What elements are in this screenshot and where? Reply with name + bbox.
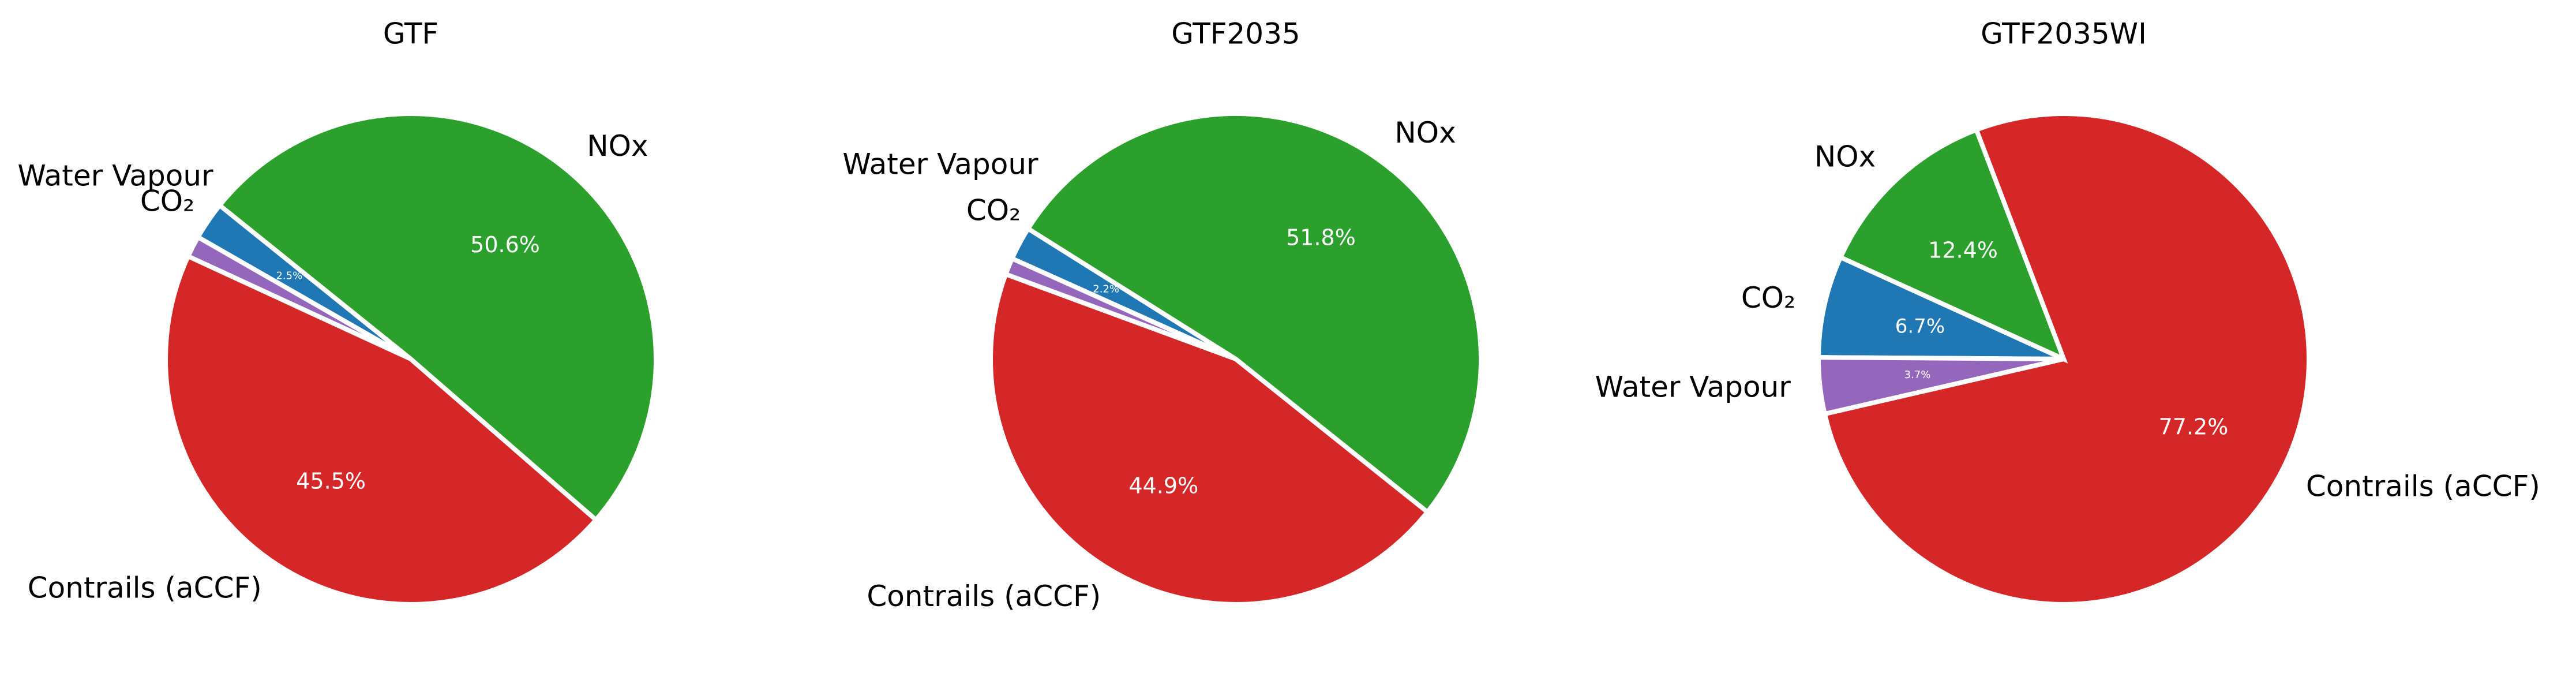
slice-label-water-vapour: Water Vapour <box>17 159 213 193</box>
slice-label-water-vapour: Water Vapour <box>842 148 1038 181</box>
slice-percent-co: 2.2% <box>1093 283 1119 296</box>
slice-label-nox: NOx <box>587 129 648 163</box>
slice-percent-nox: 51.8% <box>1286 225 1356 250</box>
pie-slice-nox <box>216 111 658 524</box>
label-layer: CO₂ 2.2% Water Vapour Contrails (aCCF) 44.9%… <box>842 116 1456 613</box>
label-layer: CO₂ 6.7% Water Vapour 3.7% Contrails (aCCF) 7… <box>1595 140 2540 503</box>
pie-chart-gtf2035wi: GTF2035WI CO₂ 6.7% Water Vapour 3.7% Contrail… <box>1595 17 2540 607</box>
slice-percent-nox: 50.6% <box>470 232 540 257</box>
slice-label-contrails-accf: Contrails (aCCF) <box>867 580 1101 613</box>
pie-slice-nox <box>1837 126 2068 364</box>
slice-label-co: CO₂ <box>966 194 1021 227</box>
slice-percent-contrails-accf: 45.5% <box>296 469 366 494</box>
slice-label-contrails-accf: Contrails (aCCF) <box>2306 470 2540 503</box>
slice-percent-water-vapour: 3.7% <box>1904 369 1931 381</box>
slice-label-co: CO₂ <box>1741 281 1795 315</box>
slice-label-contrails-accf: Contrails (aCCF) <box>28 571 262 604</box>
wedge-layer <box>1816 111 2311 607</box>
chart-title: GTF2035 <box>1171 17 1300 51</box>
pie-slice-contrails-accf <box>988 271 1431 607</box>
slice-percent-contrails-accf: 77.2% <box>2159 414 2229 440</box>
pie-slice-contrails-accf <box>1821 111 2311 607</box>
pie-chart-gtf: GTF CO₂ 2.5% Water Vapour Contrails (aCCF) 45… <box>17 17 658 607</box>
chart-title: GTF <box>383 17 438 51</box>
pie-slice-nox <box>1025 111 1483 515</box>
chart-title: GTF2035WI <box>1981 17 2147 51</box>
slice-percent-contrails-accf: 44.9% <box>1128 473 1198 499</box>
slice-label-water-vapour: Water Vapour <box>1595 371 1791 404</box>
slice-percent-co: 2.5% <box>276 270 302 282</box>
slice-label-nox: NOx <box>1394 116 1456 149</box>
slice-label-nox: NOx <box>1814 140 1876 173</box>
slice-label-co: CO₂ <box>140 185 194 218</box>
pie-chart-gtf2035: GTF2035 CO₂ 2.2% Water Vapour Contrails (aCC… <box>842 17 1483 613</box>
pie-slice-contrails-accf <box>163 253 599 607</box>
slice-percent-co: 6.7% <box>1895 315 1945 338</box>
wedge-layer <box>163 111 658 607</box>
slice-percent-nox: 12.4% <box>1928 238 1998 263</box>
label-layer: CO₂ 2.5% Water Vapour Contrails (aCCF) 45.5%… <box>17 129 648 604</box>
wedge-layer <box>988 111 1483 607</box>
